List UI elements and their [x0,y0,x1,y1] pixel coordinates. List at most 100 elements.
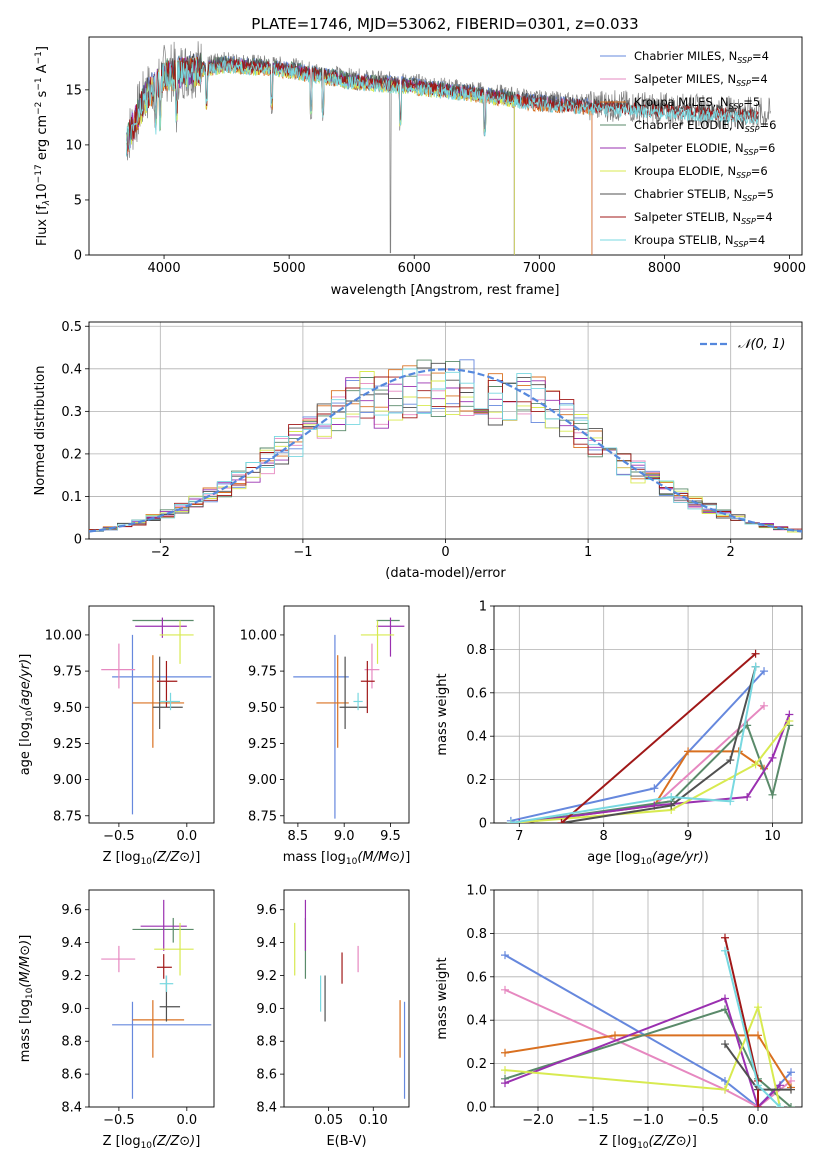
legend-label: Chabrier STELIB, NSSP=5 [634,187,774,203]
histogram-kroupa-elodie [89,371,802,533]
weight-marker [726,797,735,806]
y-axis-label: Flux [fλ10−17 erg cm−2 s−1 A−1] [34,46,52,246]
weight-marker [754,1081,762,1090]
x-tick-label: 0.0 [176,1113,197,1128]
weight-marker [787,1103,795,1107]
y-axis-label: mass [log10(M/M⊙)] [18,935,35,1063]
legend-label: Salpeter STELIB, NSSP=4 [634,210,773,226]
y-tick-label: 8.4 [61,1101,82,1116]
plot-area [506,649,794,823]
weight-marker [611,1031,619,1040]
axes-frame [88,605,215,824]
x-tick-label: −2 [151,545,170,560]
x-tick-label: 10 [764,829,781,844]
y-tick-label: 8.75 [248,809,277,824]
y-tick-label: 0.6 [466,970,487,985]
weight-marker [751,662,760,671]
y-tick-label: 0.0 [466,1101,487,1116]
y-tick-label: 0.2 [61,447,82,462]
y-tick-label: 9.75 [53,665,82,680]
x-tick-label: 1 [584,545,592,560]
x-axis-label: Z [log10(Z/Z⊙)] [103,1134,201,1151]
y-tick-label: 1 [479,600,487,615]
x-tick-label: −1.0 [632,1113,664,1128]
weight-marker [501,985,509,994]
plot-area [126,41,771,255]
y-tick-label: 9.4 [256,936,277,951]
x-tick-label: 9000 [773,261,806,276]
x-tick-label: 0.05 [314,1113,343,1128]
weight-marker [751,760,760,769]
weight-marker [721,1085,729,1094]
plot-area [501,933,795,1107]
y-tick-label: 9.2 [61,969,82,984]
y-tick-label: 9.6 [256,903,277,918]
y-tick-label: 9.75 [248,665,277,680]
y-tick-label: 0.2 [466,1057,487,1072]
y-tick-label: 0 [74,533,82,548]
x-tick-label: 9.5 [380,829,401,844]
x-axis-label: mass [log10(M/M⊙)] [283,850,411,867]
x-tick-label: 0.10 [359,1113,388,1128]
histogram-kroupa-stelib [89,368,802,532]
normal-curve [89,368,802,533]
x-tick-label: 8 [600,829,608,844]
legend-label: Kroupa STELIB, NSSP=4 [634,233,765,249]
weight-marker [768,753,777,762]
y-tick-label: 10.00 [240,628,277,643]
y-tick-label: 9.25 [53,737,82,752]
y-tick-label: 8.4 [256,1101,277,1116]
x-tick-label: −1.5 [577,1113,609,1128]
y-tick-label: 0.1 [61,490,82,505]
weight-marker [515,819,524,823]
y-tick-label: 9.00 [53,773,82,788]
weight-marker [721,946,729,955]
y-tick-label: 1.0 [466,884,487,899]
legend-label: Chabrier MILES, NSSP=4 [634,49,769,65]
weight-marker [743,792,752,801]
x-tick-label: 0 [441,545,449,560]
x-tick-label: 7 [515,829,523,844]
y-tick-label: 0.2 [466,773,487,788]
plot-area [101,617,212,815]
x-axis-label: Z [log10(Z/Z⊙)] [599,1134,697,1151]
y-tick-label: 9.25 [248,737,277,752]
x-axis-label: E(B-V) [326,1134,366,1149]
panel-mass-vs-Z: −0.5 0.0 8.4 8.6 8.8 9.0 9.2 9.4 9.6 Z [log10(Z/Z… [18,889,215,1151]
y-tick-label: 8.8 [256,1035,277,1050]
weight-marker [721,933,729,942]
y-tick-label: 9.4 [61,936,82,951]
weight-marker [667,792,676,801]
histogram-chabrier-stelib [89,362,802,532]
y-tick-label: 9.0 [61,1002,82,1017]
legend-label: Salpeter MILES, NSSP=4 [634,72,768,88]
weight-marker [501,1066,509,1075]
legend-label: 𝒩(0, 1) [738,337,785,352]
y-tick-label: 9.50 [53,701,82,716]
weight-marker [726,756,735,765]
weight-line-chabrier-elodie [504,1008,792,1107]
x-axis-label: wavelength [Angstrom, rest frame] [331,283,560,298]
y-tick-label: 8.6 [61,1068,82,1083]
weight-marker [667,801,676,810]
y-tick-label: 8.75 [53,809,82,824]
weight-marker [557,819,566,823]
x-tick-label: 9 [684,829,692,844]
legend-label: Salpeter ELODIE, NSSP=6 [634,141,775,157]
weight-marker [787,1068,795,1077]
y-tick-label: 9.6 [61,903,82,918]
x-tick-label: −2.0 [522,1113,554,1128]
x-tick-label: 0.0 [176,829,197,844]
panel-age-vs-mass: 8.5 9.0 9.5 8.75 9.00 9.25 9.50 9.75 10.00 mass [… [240,605,411,867]
y-tick-label: 0.8 [466,643,487,658]
y-tick-label: 10.00 [45,628,82,643]
axes-frame [283,889,410,1108]
legend-label: Chabrier ELODIE, NSSP=6 [634,118,776,134]
x-tick-label: 8000 [648,261,681,276]
panel-residuals: −2 −1 0 1 2 0 0.1 0.2 0.3 0.4 0.5 𝒩(0, 1) (data-mode… [33,320,803,581]
weight-marker [501,951,509,960]
x-axis-label: Z [log10(Z/Z⊙)] [103,850,201,867]
histogram-salpeter-stelib [89,376,802,530]
y-tick-label: 0.4 [61,362,82,377]
